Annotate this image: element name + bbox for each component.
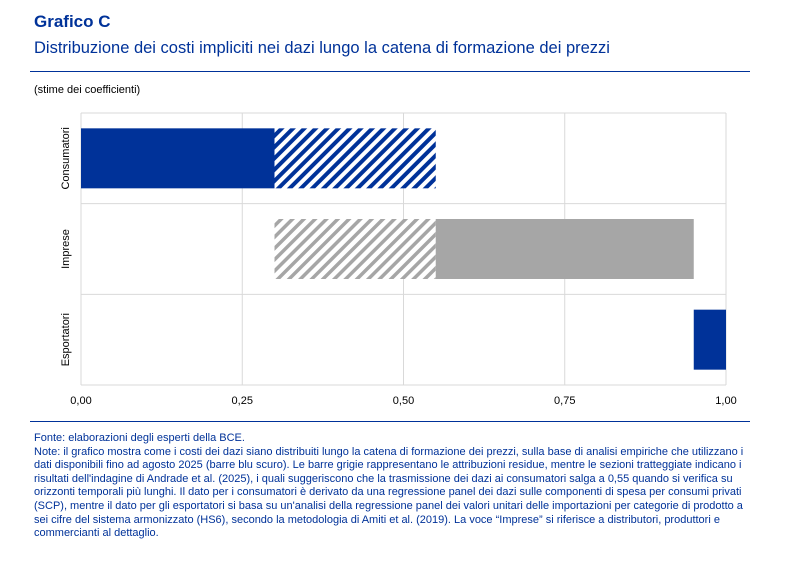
x-tick-label: 0,50 [393,395,414,407]
category-label: Esportatori [60,313,72,366]
bar-segment [693,309,726,370]
category-label: Consumatori [60,127,72,189]
chart-title: Grafico C [34,12,111,31]
x-tick-label: 0,25 [232,395,253,407]
chart-subtitle: Distribuzione dei costi impliciti nei da… [34,39,610,57]
methodology-note: Note: il grafico mostra come i costi dei… [34,445,744,540]
source-note: Fonte: elaborazioni degli esperti della … [34,432,245,444]
category-label: Imprese [60,229,72,269]
unit-label: (stime dei coefficienti) [34,84,141,96]
top-rule [30,71,750,72]
x-tick-label: 0,00 [70,395,91,407]
x-tick-label: 1,00 [715,395,736,407]
bottom-rule [30,421,750,422]
notes-block: Fonte: elaborazioni degli esperti della … [34,432,756,541]
bar-segment [81,128,275,189]
bar-segment [274,219,436,279]
bar-chart: 0,00 0,25 0,50 0,75 1,00 Consumatori Imprese Es… [60,112,737,407]
bar-segment [274,128,436,189]
bar-segment [435,219,694,279]
x-tick-label: 0,75 [554,395,575,407]
